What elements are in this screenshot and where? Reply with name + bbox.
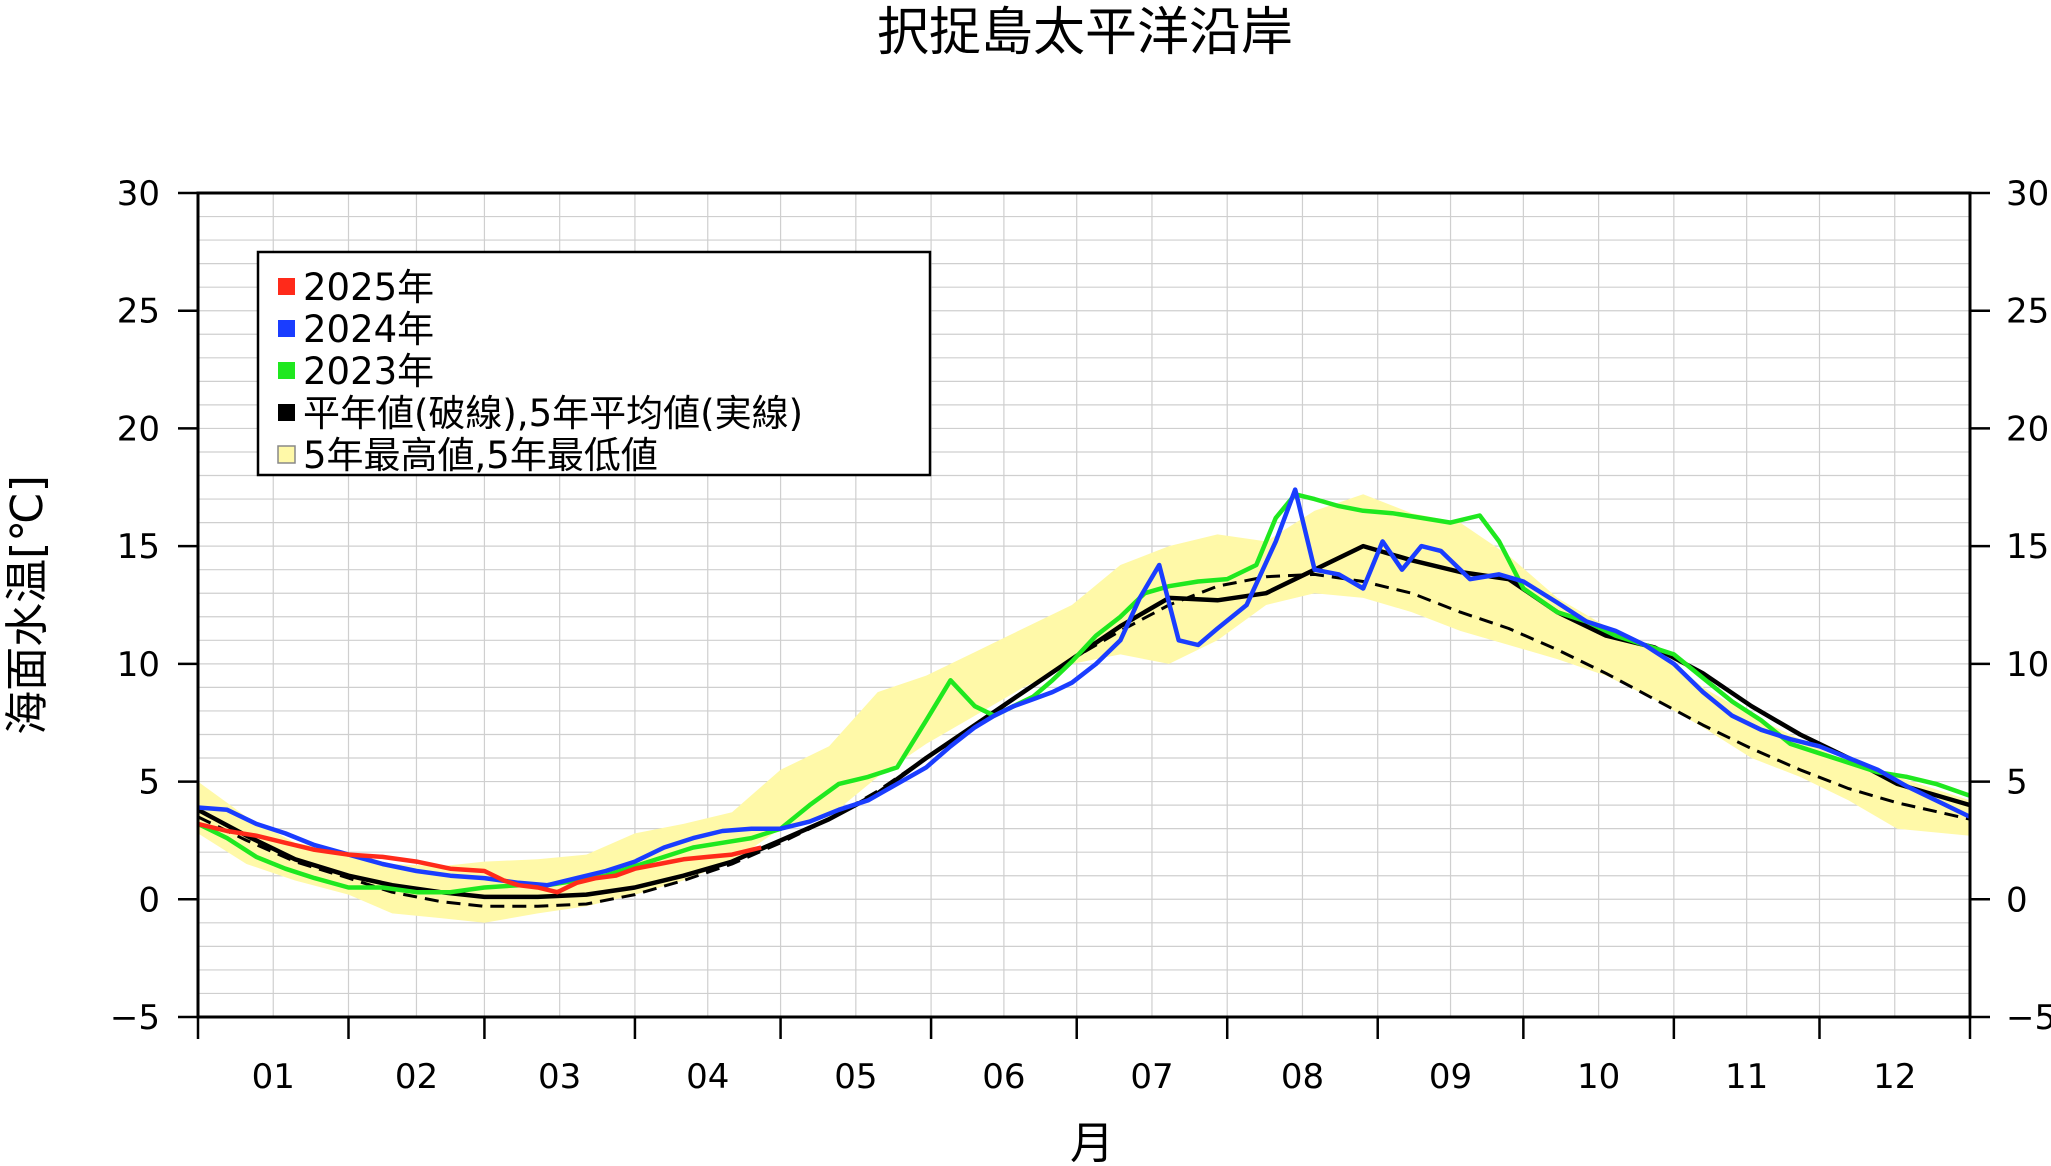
x-tick-label: 04	[686, 1057, 729, 1097]
y-tick-label: 15	[117, 527, 160, 567]
x-tick-label: 12	[1873, 1057, 1916, 1097]
x-ticks: 01 02 03 04 05 06 07 08 09 10 11 12	[196, 1017, 1972, 1097]
series-line-1	[197, 487, 1971, 888]
x-tick-label: 06	[982, 1057, 1025, 1097]
y-axis-label: 海面水温[℃]	[2, 475, 53, 735]
y-tick-label: 0	[138, 880, 160, 920]
legend-label: 2023年	[303, 350, 434, 393]
x-tick-label: 09	[1429, 1057, 1472, 1097]
y-tick-label: 10	[117, 645, 160, 685]
y-tick-label: −5	[110, 998, 160, 1038]
band-layer	[198, 494, 1970, 923]
x-tick-label: 03	[538, 1057, 581, 1097]
y-tick-label-right: 30	[2006, 174, 2049, 214]
y-tick-label-right: 0	[2006, 880, 2028, 920]
legend-swatch	[278, 404, 295, 421]
y-tick-label: 5	[138, 763, 160, 803]
x-tick-label: 11	[1725, 1057, 1768, 1097]
y-tick-label-right: 15	[2006, 527, 2049, 567]
legend-swatch	[277, 445, 296, 464]
y-tick-label-right: 25	[2006, 292, 2049, 332]
y-tick-label: 25	[117, 292, 160, 332]
y-tick-label-right: 10	[2006, 645, 2049, 685]
legend-box	[256, 250, 932, 477]
legend-label: 2025年	[303, 266, 434, 309]
x-tick-label: 02	[395, 1057, 438, 1097]
legend-label: 平年値(破線),5年平均値(実線)	[303, 392, 803, 435]
legend-swatch	[278, 278, 295, 295]
plot-frame	[196, 191, 1972, 1019]
x-tick-label: 07	[1130, 1057, 1173, 1097]
y-tick-label-right: 5	[2006, 763, 2028, 803]
y-ticks: −5 −5 0 0 5 5 10 10 15 15 20 20 25 25 30 30	[110, 174, 2051, 1038]
y-tick-label: 20	[117, 409, 160, 449]
x-tick-label: 05	[834, 1057, 877, 1097]
x-tick-label: 10	[1577, 1057, 1620, 1097]
y-tick-label-right: 20	[2006, 409, 2049, 449]
y-tick-label-right: −5	[2006, 998, 2051, 1038]
legend-swatch	[278, 362, 295, 379]
x-tick-label: 01	[252, 1057, 295, 1097]
x-tick-label: 08	[1281, 1057, 1324, 1097]
legend-swatch	[278, 320, 295, 337]
band-min-max	[198, 494, 1970, 923]
legend-label: 2024年	[303, 308, 434, 351]
legend: 2025年2024年2023年平年値(破線),5年平均値(実線)5年最高値,5年…	[256, 250, 932, 477]
series-layer	[196, 487, 1971, 908]
y-tick-label: 30	[117, 174, 160, 214]
series-line-0	[197, 821, 762, 895]
chart-title: 択捉島太平洋沿岸	[877, 3, 1293, 63]
x-axis-label: 月	[1070, 1118, 1114, 1166]
legend-label: 5年最高値,5年最低値	[303, 434, 658, 477]
